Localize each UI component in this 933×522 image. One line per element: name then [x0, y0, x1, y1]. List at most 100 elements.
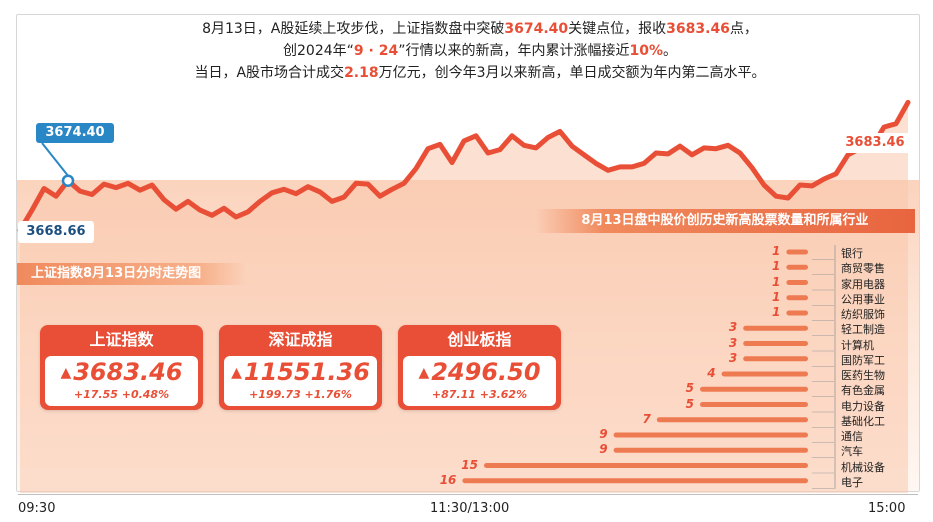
peak-value-label: 3674.40 [36, 123, 114, 143]
card-change: +199.73 +1.76% [249, 388, 352, 401]
card-value: ▲11551.36 [224, 358, 377, 386]
bar-7 [743, 356, 808, 362]
bar-0 [786, 249, 808, 255]
card-value: ▲3683.46 [45, 358, 198, 386]
bar-value-label: 1 [772, 274, 781, 289]
bar-category-label: 汽车 [841, 445, 863, 459]
bar-category-label: 银行 [841, 247, 863, 260]
headline-text: 万亿元，创今年3月以来新高，单日成交额为年内第二高水平。 [378, 65, 766, 81]
bar-6 [743, 341, 808, 346]
bar-4 [786, 310, 808, 316]
x-axis-label-end: 15:00 [868, 501, 906, 516]
headline-highlight: 2.18 [344, 65, 379, 81]
up-triangle-icon: ▲ [231, 365, 242, 381]
bar-category-label: 计算机 [841, 338, 874, 352]
bar-value-label: 9 [599, 442, 608, 457]
bar-3 [786, 295, 808, 301]
headline-text: 。 [662, 43, 677, 59]
headline-highlight: 10% [629, 43, 663, 59]
bar-value-label: 1 [772, 259, 781, 274]
bar-9 [700, 386, 808, 392]
bar-2 [786, 280, 808, 285]
headline-text: 8月13日，A股延续上攻步伐，上证指数盘中突破 [202, 21, 505, 37]
bar-11 [656, 417, 808, 423]
headline-text: ”行情以来的新高，年内累计涨幅接近 [398, 43, 630, 59]
bar-value-label: 1 [772, 244, 781, 258]
bar-value-label: 7 [642, 411, 651, 426]
index-card-shenzhen: 深证成指 ▲11551.36 +199.73 +1.76% [219, 325, 382, 410]
index-card-chinext: 创业板指 ▲2496.50 +87.11 +3.62% [398, 325, 561, 410]
bar-10 [700, 402, 808, 407]
bar-value-label: 1 [772, 305, 781, 319]
headline-text: 点， [729, 21, 758, 37]
line-chart-caption: 上证指数8月13日分时走势图 [17, 263, 246, 285]
card-body: ▲2496.50 +87.11 +3.62% [403, 356, 556, 406]
bar-value-label: 1 [772, 289, 781, 304]
bar-category-label: 国防军工 [841, 353, 885, 367]
bar-category-label: 家用电器 [841, 277, 885, 291]
bar-8 [721, 371, 808, 377]
bar-1 [786, 264, 808, 270]
index-line-series [17, 99, 911, 233]
bar-category-label: 纺织服饰 [841, 308, 885, 321]
bar-13 [613, 447, 808, 453]
headline-line-1: 8月13日，A股延续上攻步伐，上证指数盘中突破3674.40关键点位，报收368… [60, 18, 900, 40]
headline-line-2: 创2024年“9 · 24”行情以来的新高，年内累计涨幅接近10%。 [60, 40, 900, 62]
bar-14 [484, 463, 808, 468]
bar-5 [743, 325, 808, 331]
card-value-text: 2496.50 [431, 358, 541, 386]
headline-text: 关键点位，报收 [568, 21, 667, 37]
headline-text: 创2024年“ [283, 43, 354, 59]
headline-highlight: 3683.46 [666, 21, 730, 37]
card-title: 上证指数 [89, 330, 154, 349]
bar-category-label: 电子 [841, 475, 863, 489]
bar-chart-title: 8月13日盘中股价创历史新高股票数量和所属行业 [535, 209, 915, 233]
bar-12 [613, 432, 808, 438]
headline-highlight: 9 · 24 [353, 43, 399, 59]
card-value-text: 11551.36 [243, 358, 370, 386]
card-body: ▲11551.36 +199.73 +1.76% [224, 356, 377, 406]
card-value-text: 3683.46 [73, 358, 183, 386]
up-triangle-icon: ▲ [418, 365, 430, 381]
peak-marker [61, 174, 75, 187]
bar-value-label: 4 [707, 366, 716, 380]
headline-line-3: 当日，A股市场合计成交2.18万亿元，创今年3月以来新高，单日成交额为年内第二高… [60, 62, 900, 84]
bar-category-label: 医药生物 [841, 369, 885, 382]
card-body: ▲3683.46 +17.55 +0.48% [45, 356, 198, 406]
headline-highlight: 3674.40 [504, 21, 569, 37]
card-change: +87.11 +3.62% [431, 388, 528, 401]
peak-marker-leader [41, 142, 69, 177]
bar-value-label: 5 [685, 396, 694, 411]
x-axis-label-mid: 11:30/13:00 [430, 501, 510, 516]
bar-value-label: 3 [728, 320, 738, 335]
bar-category-label: 有色金属 [841, 384, 885, 398]
bar-category-label: 通信 [841, 430, 863, 443]
card-title: 创业板指 [447, 330, 512, 349]
x-axis-label-start: 09:30 [18, 501, 56, 516]
bar-value-label: 16 [439, 472, 457, 487]
bar-value-label: 3 [728, 350, 738, 365]
x-axis-line [18, 494, 918, 495]
bar-category-label: 基础化工 [841, 414, 885, 428]
index-card-shanghai: 上证指数 ▲3683.46 +17.55 +0.48% [40, 325, 203, 410]
bar-value-label: 3 [728, 335, 738, 350]
up-triangle-icon: ▲ [60, 365, 72, 381]
bar-category-label: 轻工制造 [841, 323, 885, 337]
headline-text: 当日，A股市场合计成交 [194, 65, 345, 81]
bar-value-label: 15 [461, 457, 478, 472]
card-change: +17.55 +0.48% [73, 388, 170, 401]
card-title: 深证成指 [268, 330, 333, 349]
card-value: ▲2496.50 [403, 358, 556, 386]
start-value-label: 3668.66 [18, 221, 94, 243]
bar-value-label: 5 [685, 381, 694, 396]
end-value-label: 3683.46 [836, 133, 914, 153]
headline: 8月13日，A股延续上攻步伐，上证指数盘中突破3674.40关键点位，报收368… [60, 18, 900, 84]
bar-category-label: 公用事业 [841, 292, 885, 306]
bar-category-label: 机械设备 [841, 460, 885, 474]
bar-15 [462, 478, 808, 484]
bar-category-label: 商贸零售 [841, 262, 885, 276]
bar-value-label: 9 [599, 427, 608, 441]
bar-category-label: 电力设备 [841, 399, 885, 413]
